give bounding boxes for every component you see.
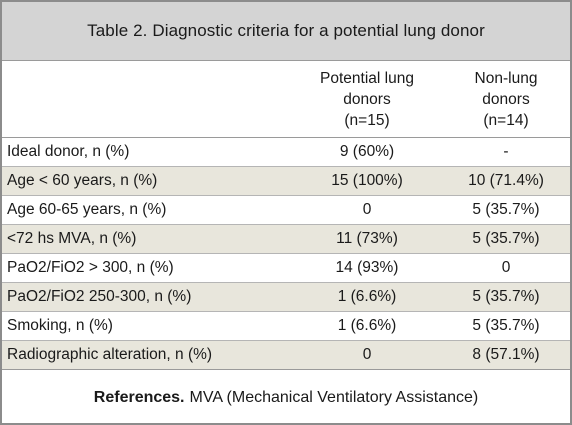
table-row: Smoking, n (%) 1 (6.6%) 5 (35.7%) <box>2 311 570 341</box>
header-non-lung-line-2: donors <box>482 90 530 108</box>
table-row: Age < 60 years, n (%) 15 (100%) 10 (71.4… <box>2 166 570 196</box>
row-label: Age 60-65 years, n (%) <box>2 195 292 225</box>
table-row: PaO2/FiO2 > 300, n (%) 14 (93%) 0 <box>2 253 570 283</box>
table-title: Table 2. Diagnostic criteria for a poten… <box>2 2 570 61</box>
non-lung-value: 5 (35.7%) <box>442 282 570 312</box>
row-label: Age < 60 years, n (%) <box>2 166 292 196</box>
row-label: Ideal donor, n (%) <box>2 137 292 167</box>
potential-value: 15 (100%) <box>292 166 442 196</box>
table-row: Radiographic alteration, n (%) 0 8 (57.1… <box>2 340 570 370</box>
non-lung-value: - <box>442 137 570 167</box>
potential-value: 1 (6.6%) <box>292 282 442 312</box>
potential-value: 0 <box>292 195 442 225</box>
row-label: Radiographic alteration, n (%) <box>2 340 292 370</box>
potential-value: 0 <box>292 340 442 370</box>
row-label: PaO2/FiO2 250-300, n (%) <box>2 282 292 312</box>
header-non-lung-donors: Non-lung donors (n=14) <box>442 61 570 138</box>
non-lung-value: 10 (71.4%) <box>442 166 570 196</box>
row-label: <72 hs MVA, n (%) <box>2 224 292 254</box>
header-non-lung-line-1: Non-lung <box>474 69 538 87</box>
non-lung-value: 5 (35.7%) <box>442 311 570 341</box>
non-lung-value: 0 <box>442 253 570 283</box>
references-text: MVA (Mechanical Ventilatory Assistance) <box>189 388 479 406</box>
non-lung-value: 8 (57.1%) <box>442 340 570 370</box>
header-row: Potential lung donors (n=15) Non-lung do… <box>2 61 570 138</box>
criteria-table: Potential lung donors (n=15) Non-lung do… <box>2 61 570 370</box>
potential-value: 14 (93%) <box>292 253 442 283</box>
table-row: Age 60-65 years, n (%) 0 5 (35.7%) <box>2 195 570 225</box>
header-potential-line-2: donors <box>343 90 391 108</box>
row-label: PaO2/FiO2 > 300, n (%) <box>2 253 292 283</box>
header-potential-line-1: Potential lung <box>320 69 414 87</box>
header-potential-line-3: (n=15) <box>344 111 390 129</box>
references-label: References. <box>93 388 185 406</box>
table-footer: References. MVA (Mechanical Ventilatory … <box>2 372 570 423</box>
non-lung-value: 5 (35.7%) <box>442 224 570 254</box>
potential-value: 1 (6.6%) <box>292 311 442 341</box>
header-non-lung-line-3: (n=14) <box>483 111 529 129</box>
table-row: <72 hs MVA, n (%) 11 (73%) 5 (35.7%) <box>2 224 570 254</box>
table-row: Ideal donor, n (%) 9 (60%) - <box>2 137 570 167</box>
header-criteria <box>2 61 292 138</box>
table-row: PaO2/FiO2 250-300, n (%) 1 (6.6%) 5 (35.… <box>2 282 570 312</box>
non-lung-value: 5 (35.7%) <box>442 195 570 225</box>
row-label: Smoking, n (%) <box>2 311 292 341</box>
potential-value: 9 (60%) <box>292 137 442 167</box>
header-potential-donors: Potential lung donors (n=15) <box>292 61 442 138</box>
potential-value: 11 (73%) <box>292 224 442 254</box>
